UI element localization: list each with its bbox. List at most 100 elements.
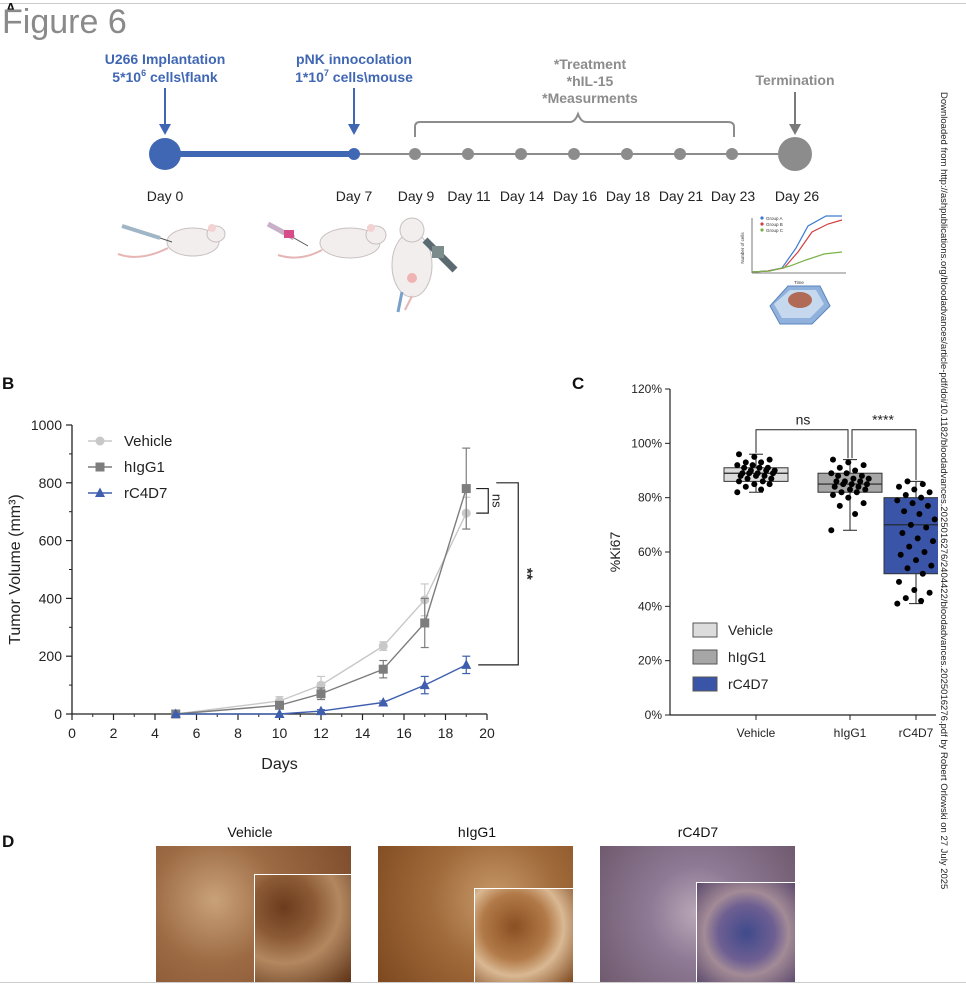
data-point [855,483,862,490]
data-point [845,494,852,501]
data-point [909,500,916,507]
data-point [378,696,389,707]
data-point [766,481,773,488]
data-point [923,524,930,531]
data-point [378,664,388,674]
y-axis-label: %Ki67 [607,532,623,573]
data-point [419,679,430,690]
data-point [833,478,840,485]
day-label: Day 9 [398,188,435,204]
data-point [904,478,911,485]
data-point [857,478,864,485]
pnk-dose: 1*107 cells\mouse [295,68,413,85]
legend-label: Vehicle [124,433,172,450]
data-point [899,529,906,536]
data-point [734,489,741,496]
data-point [847,486,853,493]
panel-d-letter: D [2,832,15,851]
day-label: Day 11 [447,188,491,204]
ki67-boxplot: 0% 20% 40% 60% 80% 100% 120% %Ki67 Vehicle Vehicl… [607,382,938,740]
data-point [864,481,870,488]
day-label: Day 26 [775,188,820,204]
data-point [736,478,742,485]
legend-label: rC4D7 [124,485,167,502]
svg-text:Group C: Group C [766,228,784,233]
data-point [902,491,909,498]
growth-curve-inset: Group A Group B Group C Time Number of c… [740,214,848,285]
data-point [170,708,181,718]
data-point [747,467,754,474]
sig-annotation: **** [872,411,894,427]
day-label: Day 0 [147,188,184,204]
data-point [838,489,845,496]
data-point [924,502,931,509]
y-tick-label: 800 [39,475,63,491]
ihc-image-vehicle [156,846,351,982]
data-point [858,472,865,479]
legend-label: rC4D7 [728,676,769,692]
ihc-label-rc4d7: rC4D7 [677,824,719,840]
data-point [918,597,925,604]
series-line [175,512,467,715]
y-tick-label: 120% [631,382,662,396]
ns-bracket [755,429,849,459]
data-point [734,462,741,469]
svg-text:Group A: Group A [766,216,783,221]
box-higg1 [817,456,883,534]
ns-annotation: ns [796,411,811,427]
data-point [852,510,859,517]
series-line [175,488,467,715]
x-tick-label: 4 [151,725,159,741]
day-label: Day 21 [659,188,704,204]
x-tick-label: 8 [234,725,242,741]
data-point [901,508,908,515]
data-point [836,464,843,471]
treatment-line-1: *Treatment [554,56,627,72]
legend-swatch [692,649,718,665]
x-tick-label: Vehicle [737,726,776,740]
data-point [274,708,285,718]
legend-swatch [692,676,718,692]
y-tick-label: 40% [638,599,662,613]
data-point [275,700,284,710]
data-point [850,475,857,482]
sig-annotation: ** [518,568,535,580]
data-point [848,481,855,488]
data-point [914,535,921,542]
y-tick-label: 0% [645,708,663,722]
data-point [835,472,842,479]
y-tick-label: 600 [39,533,63,549]
data-point [904,565,911,572]
data-point [95,462,105,472]
data-point [911,486,918,493]
data-point [852,467,859,474]
data-point [744,475,751,482]
data-point [754,470,761,477]
data-point [836,502,843,509]
data-point [845,459,852,466]
panel-a-timeline: U266 Implantation 5*106 cells\flank pNK … [105,51,848,325]
x-tick-label: 2 [110,725,118,741]
download-note: Downloaded from http://ashpublications.o… [938,92,949,890]
day-label: Day 18 [606,188,651,204]
data-point [907,521,914,528]
data-point [736,451,742,458]
y-tick-label: 0 [54,706,62,722]
data-point [865,475,872,482]
data-point [830,456,836,463]
tumor-dish-illustration [769,285,831,325]
x-tick-label: 6 [193,725,201,741]
figure-title: Figure 6 [2,3,127,41]
panel-b-letter: B [2,374,15,393]
data-point [894,497,901,504]
data-point [926,589,933,596]
data-point [461,659,472,669]
data-point [896,483,902,490]
mouse-measurement-illustration [391,217,458,313]
top-rule [0,3,966,4]
sig-bracket [851,429,917,481]
ihc-image-higg1 [378,846,573,982]
data-point [921,549,928,555]
y-tick-label: 60% [638,545,662,559]
bottom-rule [0,982,966,983]
